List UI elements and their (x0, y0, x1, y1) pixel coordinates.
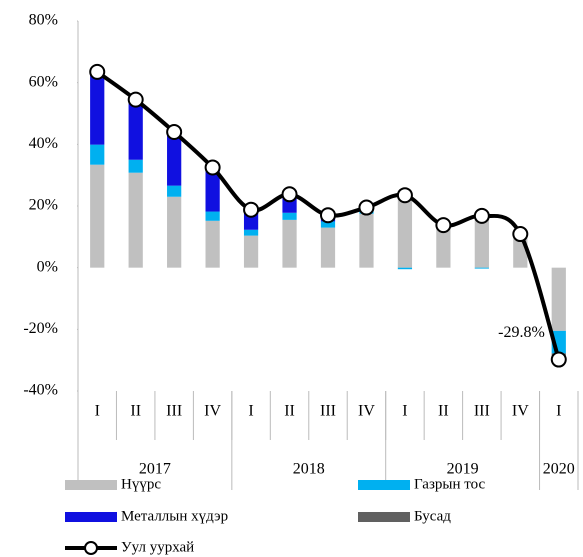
legend-label: Нүүрс (121, 476, 161, 492)
line-marker (435, 217, 452, 234)
legend-swatch-marker (84, 541, 98, 555)
line-marker (204, 159, 221, 176)
bar (243, 229, 259, 236)
x-tick-label: III (320, 403, 336, 420)
bar (551, 267, 566, 331)
bar (282, 212, 297, 220)
bar (90, 144, 105, 165)
bar (205, 167, 220, 212)
line-marker (243, 201, 260, 218)
bar (397, 197, 413, 268)
x-tick-label: III (474, 403, 490, 420)
legend-label: Металлын хүдэр (121, 508, 228, 524)
bar (167, 196, 182, 268)
line-marker (473, 207, 490, 224)
line-marker (358, 199, 375, 216)
bar (128, 159, 143, 173)
x-tick-label: IV (204, 403, 221, 420)
bar (90, 72, 105, 145)
x-tick-label: IV (358, 403, 375, 420)
legend-label: Бусад (414, 508, 451, 524)
line-marker (281, 186, 298, 203)
x-tick-label: III (166, 403, 182, 420)
y-tick-label: 20% (29, 197, 58, 214)
bar (128, 99, 143, 160)
bar (474, 215, 489, 268)
x-tick-label: II (130, 403, 141, 420)
y-tick-label: -40% (23, 382, 58, 399)
legend-swatch (358, 512, 410, 522)
legend-swatch (358, 480, 410, 490)
x-group-label: 2018 (293, 461, 325, 478)
bar (243, 235, 259, 268)
x-tick-label: I (556, 403, 561, 420)
y-tick-label: 0% (37, 258, 58, 275)
x-tick-label: I (95, 403, 100, 420)
bar (474, 267, 489, 269)
x-group-label: 2017 (139, 461, 171, 478)
bar (397, 267, 413, 270)
line-marker (396, 187, 413, 204)
legend-label: Уул уурхай (121, 539, 194, 555)
data-label: -29.8% (498, 324, 545, 341)
y-tick-label: 40% (29, 135, 58, 152)
bar (320, 227, 336, 268)
y-tick-label: -20% (23, 320, 58, 337)
line-marker (127, 91, 144, 108)
x-tick-label: II (438, 403, 449, 420)
y-tick-label: 60% (29, 73, 58, 90)
bar (436, 227, 451, 268)
legend-label: Газрын тос (414, 476, 485, 492)
bar (167, 132, 182, 186)
bar (359, 213, 374, 268)
x-tick-label: IV (512, 403, 529, 420)
x-tick-label: I (402, 403, 407, 420)
line-marker (89, 63, 106, 80)
line-marker (512, 226, 529, 243)
bar (128, 172, 143, 268)
legend-swatch (65, 512, 117, 522)
x-tick-label: I (248, 403, 253, 420)
bar (205, 220, 220, 268)
bar (205, 211, 220, 221)
y-tick-label: 80% (29, 12, 58, 29)
bar (167, 185, 182, 197)
line-marker (320, 207, 336, 224)
line-marker (550, 351, 567, 368)
line-marker (166, 124, 183, 140)
x-group-label: 2019 (447, 461, 479, 478)
legend-swatch (65, 480, 117, 490)
bar (90, 164, 105, 268)
bar (282, 219, 297, 268)
bar (320, 221, 336, 228)
x-group-label: 2020 (543, 461, 575, 478)
x-tick-label: II (284, 403, 295, 420)
